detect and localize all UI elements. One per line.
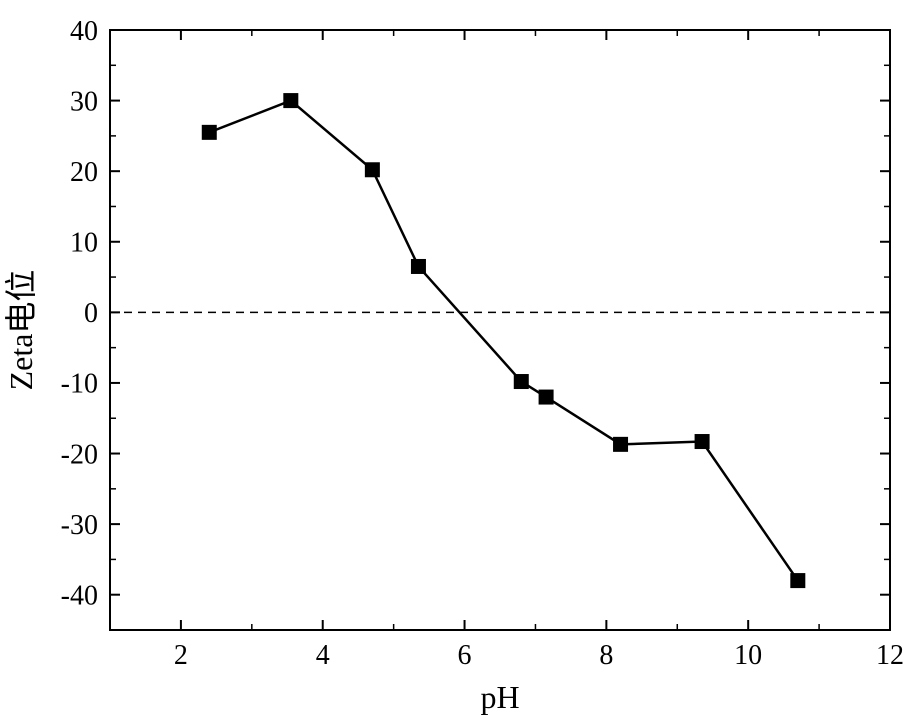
x-tick-label: 8 bbox=[599, 640, 613, 671]
x-tick-label: 10 bbox=[734, 640, 762, 671]
x-tick-label: 6 bbox=[458, 640, 472, 671]
plot-frame bbox=[110, 30, 890, 630]
data-marker bbox=[695, 435, 709, 449]
data-marker bbox=[365, 163, 379, 177]
y-tick-label: -10 bbox=[61, 369, 98, 400]
data-marker bbox=[284, 94, 298, 108]
y-tick-label: -40 bbox=[61, 581, 98, 612]
data-marker bbox=[411, 259, 425, 273]
y-tick-label: 20 bbox=[70, 157, 98, 188]
chart-container: 2 4 6 8 10 12 -40 -30 -20 -10 0 10 20 30 40 pH Zeta电位 bbox=[0, 0, 920, 720]
y-tick-label: -30 bbox=[61, 510, 98, 541]
y-tick-label: 30 bbox=[70, 86, 98, 117]
y-axis-label: Zeta电位 bbox=[3, 270, 39, 391]
x-tick-label: 12 bbox=[876, 640, 904, 671]
data-marker bbox=[539, 390, 553, 404]
x-tick-label: 4 bbox=[316, 640, 330, 671]
y-tick-label: 10 bbox=[70, 228, 98, 259]
y-tick-label: 0 bbox=[84, 298, 98, 329]
data-marker bbox=[514, 375, 528, 389]
x-tick-label: 2 bbox=[174, 640, 188, 671]
x-axis-label: pH bbox=[480, 679, 519, 715]
zeta-ph-chart: 2 4 6 8 10 12 -40 -30 -20 -10 0 10 20 30 40 pH Zeta电位 bbox=[0, 0, 920, 720]
data-series-line bbox=[209, 101, 798, 581]
y-tick-label: -20 bbox=[61, 439, 98, 470]
data-marker bbox=[202, 125, 216, 139]
y-tick-label: 40 bbox=[70, 16, 98, 47]
data-marker bbox=[614, 437, 628, 451]
data-marker bbox=[791, 574, 805, 588]
